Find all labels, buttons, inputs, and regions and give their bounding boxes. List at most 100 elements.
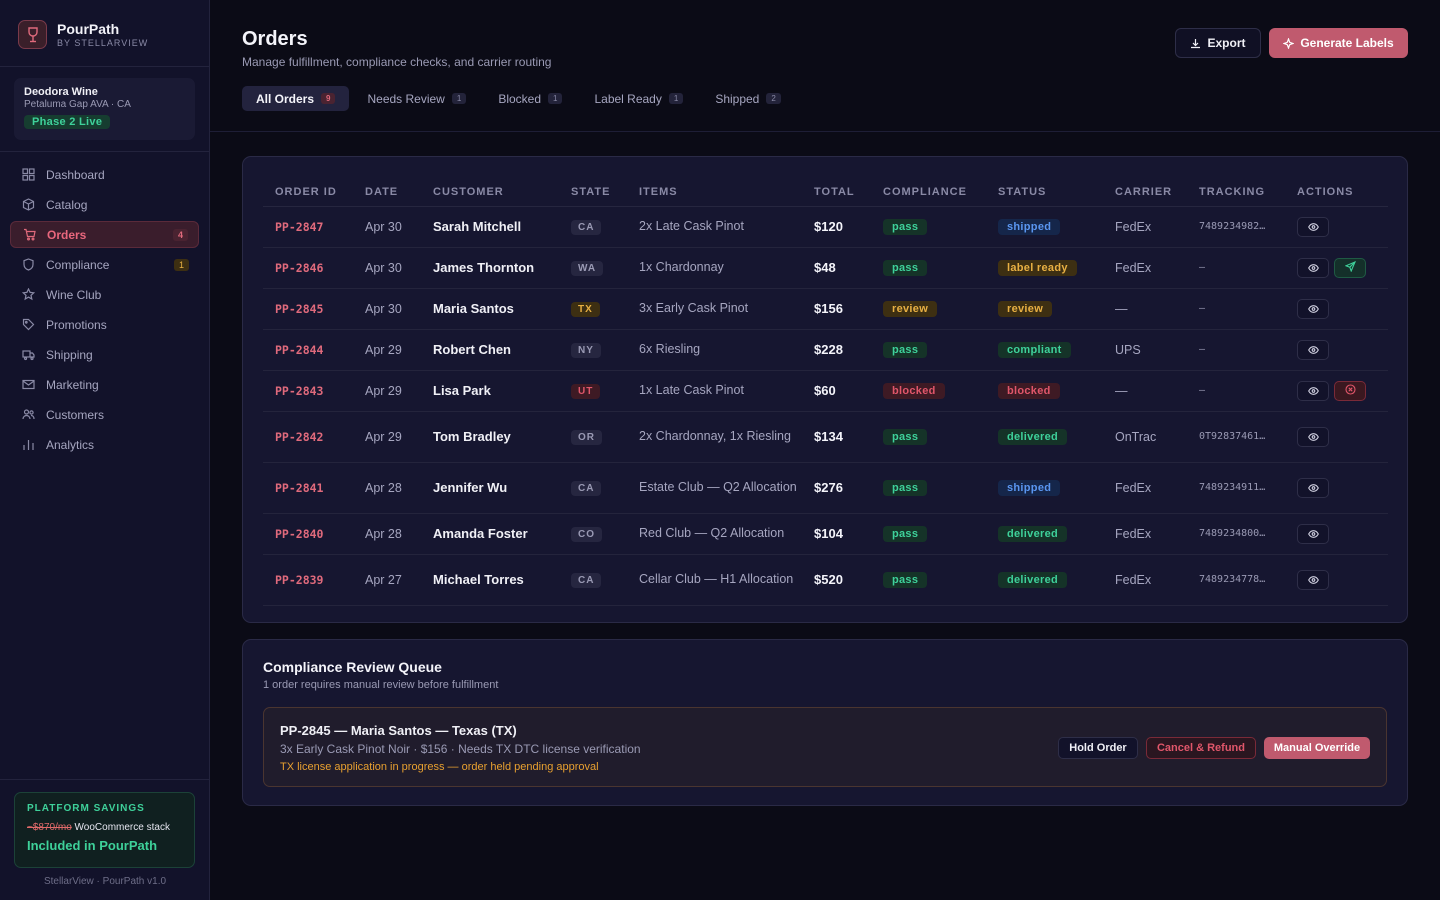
order-items: 2x Late Cask Pinot (627, 206, 802, 248)
eye-icon (1307, 430, 1319, 444)
hold-order-button[interactable]: Hold Order (1058, 737, 1138, 759)
queue-subtitle: 1 order requires manual review before fu… (263, 679, 499, 691)
count-badge: 4 (172, 228, 188, 241)
table-row[interactable]: PP-2846 Apr 30 James Thornton WA 1x Char… (263, 247, 1388, 289)
tab-count: 1 (548, 93, 563, 104)
tracking-number[interactable]: 7489234800… (1187, 513, 1285, 555)
table-row[interactable]: PP-2839 Apr 27 Michael Torres CA Cellar … (263, 554, 1388, 606)
sidebar-item-compliance[interactable]: Compliance 1 (10, 251, 199, 278)
order-id[interactable]: PP-2840 (263, 513, 353, 555)
divider (0, 66, 210, 67)
sidebar-item-catalog[interactable]: Catalog (10, 191, 199, 218)
page-title: Orders (242, 28, 308, 50)
table-row[interactable]: PP-2844 Apr 29 Robert Chen NY 6x Rieslin… (263, 329, 1388, 371)
sidebar-nav: Dashboard Catalog Orders 4 Compliance 1 … (10, 161, 199, 461)
carrier: FedEx (1103, 554, 1187, 606)
view-button[interactable] (1297, 523, 1329, 544)
table-row[interactable]: PP-2842 Apr 29 Tom Bradley OR 2x Chardon… (263, 411, 1388, 463)
sidebar-item-label: Analytics (46, 437, 95, 452)
view-button[interactable] (1297, 477, 1329, 498)
tracking-number[interactable]: 7489234911… (1187, 462, 1285, 514)
page-subtitle: Manage fulfillment, compliance checks, a… (242, 55, 552, 69)
view-button[interactable] (1297, 216, 1329, 237)
manual-override-button[interactable]: Manual Override (1264, 737, 1370, 759)
view-button[interactable] (1297, 339, 1329, 360)
compliance-badge: pass (883, 259, 928, 276)
order-id[interactable]: PP-2841 (263, 462, 353, 514)
tracking-number[interactable]: 7489234778… (1187, 554, 1285, 606)
state-badge: NY (571, 342, 601, 358)
cancel-order-button[interactable] (1334, 380, 1366, 401)
order-items: 6x Riesling (627, 329, 802, 371)
order-id[interactable]: PP-2847 (263, 206, 353, 248)
winery-card[interactable]: Deodora Wine Petaluma Gap AVA · CA Phase… (14, 78, 195, 140)
sidebar-item-customers[interactable]: Customers (10, 401, 199, 428)
view-button[interactable] (1297, 569, 1329, 590)
tracking-number[interactable]: 7489234982… (1187, 206, 1285, 248)
customer-name: Tom Bradley (421, 411, 559, 463)
column-header[interactable]: DATE (353, 179, 421, 207)
carrier: FedEx (1103, 513, 1187, 555)
order-total: $156 (802, 288, 871, 330)
table-row[interactable]: PP-2845 Apr 30 Maria Santos TX 3x Early … (263, 288, 1388, 330)
column-header[interactable]: TRACKING (1187, 179, 1285, 207)
order-date: Apr 30 (353, 247, 421, 289)
column-header[interactable]: ORDER ID (263, 179, 353, 207)
order-id[interactable]: PP-2839 (263, 554, 353, 606)
order-id[interactable]: PP-2842 (263, 411, 353, 463)
tab-label: Blocked (498, 91, 542, 106)
tracking-number[interactable]: 0T92837461… (1187, 411, 1285, 463)
column-header[interactable]: CUSTOMER (421, 179, 559, 207)
view-button[interactable] (1297, 298, 1329, 319)
generate-labels-button[interactable]: Generate Labels (1269, 28, 1408, 58)
column-header[interactable]: STATUS (986, 179, 1103, 207)
header-divider (210, 131, 1440, 132)
column-header[interactable]: TOTAL (802, 179, 871, 207)
order-total: $276 (802, 462, 871, 514)
order-id[interactable]: PP-2845 (263, 288, 353, 330)
table-row[interactable]: PP-2847 Apr 30 Sarah Mitchell CA 2x Late… (263, 206, 1388, 248)
order-id[interactable]: PP-2844 (263, 329, 353, 371)
brand[interactable]: PourPath BY STELLARVIEW (18, 20, 148, 49)
ship-button[interactable] (1334, 257, 1366, 278)
table-row[interactable]: PP-2843 Apr 29 Lisa Park UT 1x Late Cask… (263, 370, 1388, 412)
eye-icon (1307, 220, 1319, 234)
order-items: 1x Chardonnay (627, 247, 802, 289)
sidebar-item-promotions[interactable]: Promotions (10, 311, 199, 338)
view-button[interactable] (1297, 426, 1329, 447)
order-id[interactable]: PP-2843 (263, 370, 353, 412)
tab-all-orders[interactable]: All Orders 9 (242, 86, 350, 111)
table-row[interactable]: PP-2841 Apr 28 Jennifer Wu CA Estate Clu… (263, 462, 1388, 514)
view-button[interactable] (1297, 257, 1329, 278)
column-header[interactable]: STATE (559, 179, 627, 207)
tab-needs-review[interactable]: Needs Review 1 (353, 86, 480, 111)
brand-subtitle: BY STELLARVIEW (57, 37, 149, 48)
order-id[interactable]: PP-2846 (263, 247, 353, 289)
order-items: Estate Club — Q2 Allocation (627, 462, 802, 514)
tab-shipped[interactable]: Shipped 2 (701, 86, 795, 111)
sidebar-item-dashboard[interactable]: Dashboard (10, 161, 199, 188)
tab-blocked[interactable]: Blocked 1 (484, 86, 576, 111)
brand-name: PourPath (57, 20, 120, 37)
eye-icon (1307, 343, 1319, 357)
sidebar-item-analytics[interactable]: Analytics (10, 431, 199, 458)
tab-label-ready[interactable]: Label Ready 1 (580, 86, 697, 111)
table-row[interactable]: PP-2840 Apr 28 Amanda Foster CO Red Club… (263, 513, 1388, 555)
column-header[interactable]: ITEMS (627, 179, 802, 207)
sidebar-item-marketing[interactable]: Marketing (10, 371, 199, 398)
export-button[interactable]: Export (1175, 28, 1261, 58)
order-date: Apr 28 (353, 462, 421, 514)
column-header[interactable]: COMPLIANCE (871, 179, 986, 207)
status-badge: delivered (998, 428, 1068, 445)
column-header[interactable]: CARRIER (1103, 179, 1187, 207)
status-badge: delivered (998, 525, 1068, 542)
order-date: Apr 30 (353, 206, 421, 248)
cancel-refund-button[interactable]: Cancel & Refund (1146, 737, 1256, 759)
view-button[interactable] (1297, 380, 1329, 401)
old-price: ~$870/mo (27, 822, 72, 833)
compliance-badge: pass (883, 479, 928, 496)
sidebar-item-shipping[interactable]: Shipping (10, 341, 199, 368)
sidebar-item-wine-club[interactable]: Wine Club (10, 281, 199, 308)
sidebar-item-orders[interactable]: Orders 4 (10, 221, 199, 248)
cart-icon (23, 228, 36, 241)
